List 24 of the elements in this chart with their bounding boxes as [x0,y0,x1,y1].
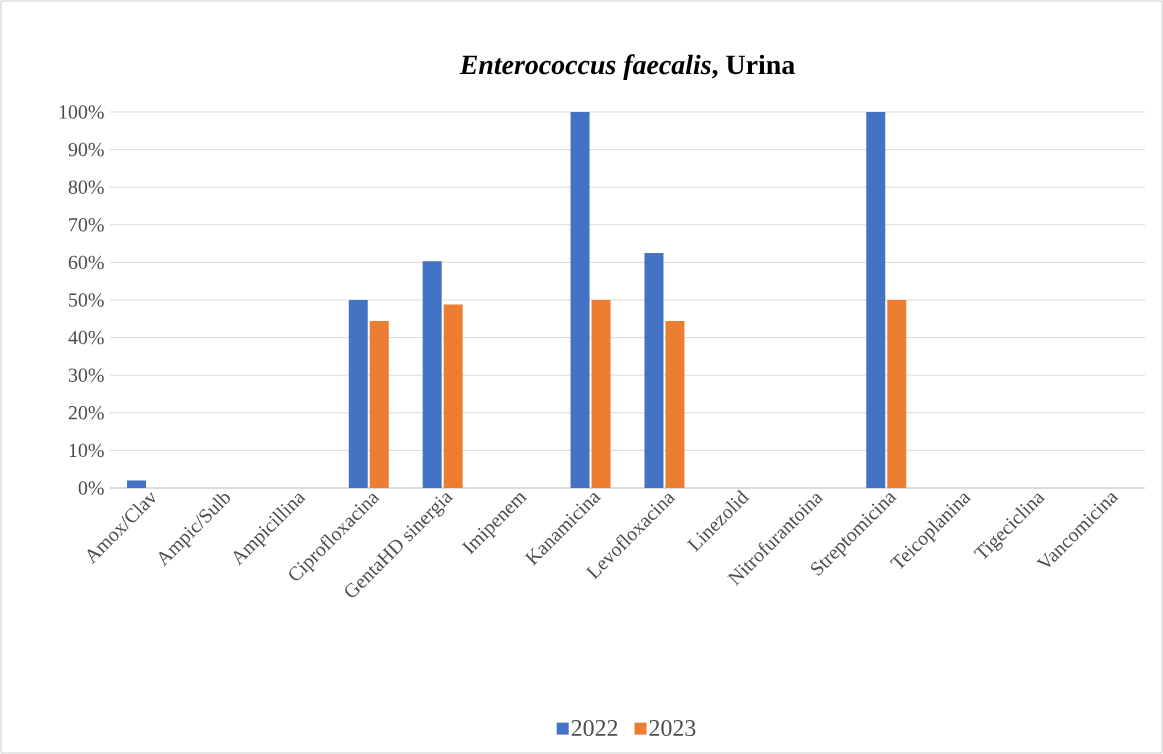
y-tick-label: 50% [69,293,104,307]
y-tick-label: 90% [68,142,104,157]
y-tick-label: 80% [68,180,104,194]
legend-label: 2022 [571,719,618,737]
bar [443,304,463,488]
bar [665,321,685,488]
y-tick-label: 60% [68,255,104,270]
y-tick-label: 20% [68,406,104,420]
bar [866,112,886,488]
chart-title: Enterococcus faecalis, Urina [459,54,795,80]
bar [369,321,389,488]
y-tick-label: 100% [59,105,104,119]
bar [644,253,664,488]
bar [570,112,590,488]
bar [591,300,611,488]
y-tick-label: 40% [68,330,104,345]
bar [126,480,146,488]
bar [348,300,368,488]
y-tick-label: 10% [69,443,104,458]
y-tick-label: 70% [69,218,104,232]
bar [422,261,442,488]
bar [887,300,907,488]
legend-label: 2023 [649,719,696,737]
y-tick-label: 30% [68,368,104,382]
